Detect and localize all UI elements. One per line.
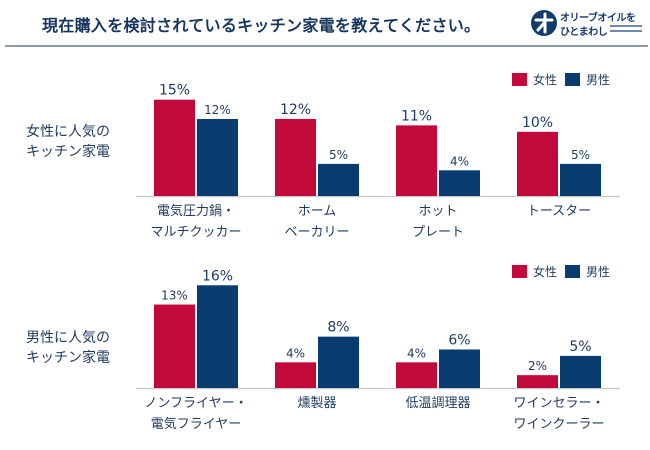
data-label: 11%: [401, 108, 432, 124]
bar-female: [275, 362, 316, 388]
category-label: ノンフライヤー・ 電気フライヤー: [144, 396, 248, 432]
legend: 女性 男性: [512, 263, 618, 280]
bar-female: [396, 362, 437, 388]
logo-subtext: [610, 30, 642, 32]
data-label: 10%: [522, 115, 553, 131]
category-label: 電気圧力鍋・ マルチクッカー: [150, 204, 242, 240]
data-label: 6%: [448, 332, 470, 348]
legend-label-male: 男性: [586, 73, 611, 87]
legend-label-male: 男性: [586, 265, 611, 279]
logo-subtext: [610, 25, 642, 27]
category-label: 燻製器: [297, 396, 337, 411]
category-label: トースター: [526, 204, 592, 219]
bar-female: [275, 118, 316, 196]
bar-female: [517, 131, 558, 196]
category-label: ホット プレート: [411, 204, 464, 240]
bar-male: [197, 118, 238, 196]
data-label: 12%: [280, 102, 311, 118]
data-label: 4%: [286, 346, 305, 360]
brand-logo: オリーブオイルを ひとまわし: [530, 8, 645, 38]
bar-male: [439, 349, 480, 388]
bar-male: [439, 170, 480, 196]
legend-swatch-male: [565, 73, 581, 86]
bar-female: [154, 304, 195, 388]
data-label: 4%: [450, 154, 469, 168]
bar-female: [154, 99, 195, 196]
section-title-male: 男性に人気の キッチン家電: [26, 330, 110, 366]
data-label: 8%: [327, 320, 349, 336]
category-label: ホーム ベーカリー: [284, 204, 350, 240]
data-label: 12%: [204, 103, 231, 117]
legend-label-female: 女性: [533, 265, 558, 279]
bar-male: [318, 163, 359, 196]
category-label: ワインセラー・ ワインクーラー: [513, 396, 605, 432]
legend-swatch-female: [512, 73, 527, 86]
data-label: 2%: [528, 359, 547, 373]
logo-text-line2: ひとまわし: [560, 27, 608, 38]
data-label: 5%: [569, 339, 591, 355]
data-label: 15%: [159, 83, 190, 99]
bar-male: [318, 336, 359, 388]
bar-male: [560, 163, 601, 196]
logo-mark-icon: [531, 10, 557, 36]
data-label: 13%: [161, 289, 188, 303]
data-label: 4%: [407, 346, 426, 360]
legend-swatch-female: [512, 265, 527, 278]
header-divider: [5, 45, 648, 47]
data-label: 5%: [329, 148, 348, 162]
data-label: 5%: [571, 148, 590, 162]
page-title: 現在購入を検討されているキッチン家電を教えてください。: [42, 16, 481, 35]
legend-swatch-male: [565, 265, 581, 278]
bar-female: [396, 125, 437, 196]
section-title-female: 女性に人気の キッチン家電: [26, 124, 110, 160]
bar-male: [560, 355, 601, 388]
legend: 女性 男性: [512, 71, 618, 88]
bar-female: [517, 375, 558, 388]
category-label: 低温調理器: [405, 396, 471, 411]
logo-text-line1: オリーブオイルを: [560, 13, 636, 24]
bar-male: [197, 285, 238, 388]
legend-label-female: 女性: [533, 73, 558, 87]
data-label: 16%: [202, 268, 233, 284]
